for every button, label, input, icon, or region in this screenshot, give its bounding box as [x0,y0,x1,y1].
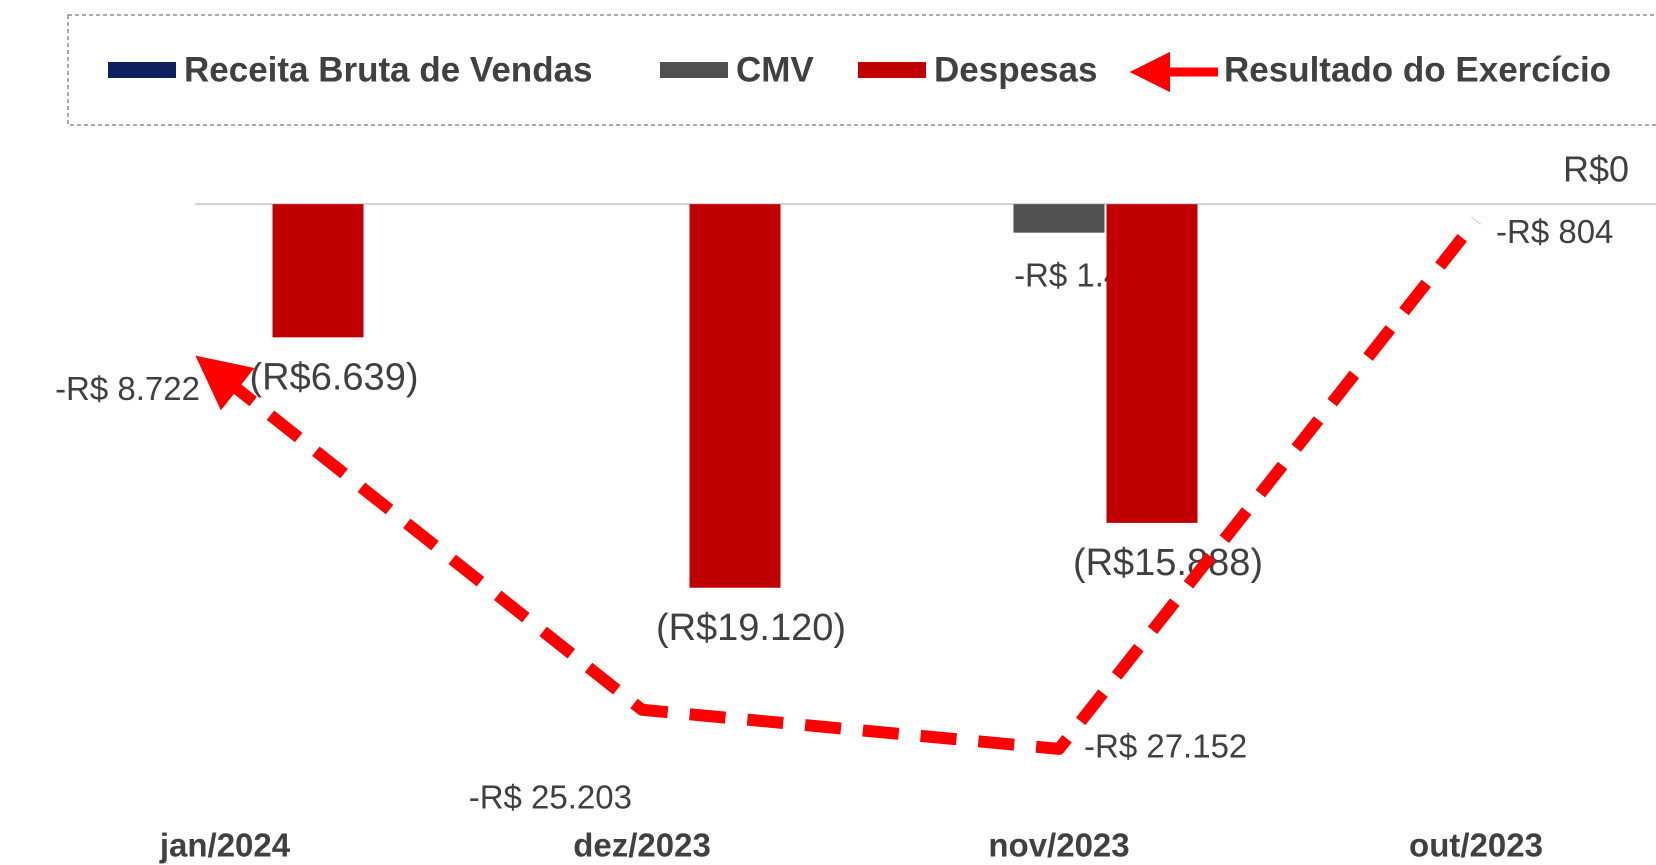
legend-label: Despesas [934,50,1097,89]
legend: Receita Bruta de Vendas CMV Despesas Result… [108,50,1611,93]
legend-label: Resultado do Exercício [1224,50,1611,89]
x-tick-label: nov/2023 [988,827,1129,864]
x-tick-label: jan/2024 [159,827,291,864]
x-tick-label: out/2023 [1409,827,1543,864]
legend-box [67,14,1656,126]
data-label: -R$ 25.203 [469,778,632,815]
legend-swatch [660,62,728,78]
legend-swatch [108,62,176,78]
legend-label: Receita Bruta de Vendas [184,50,593,89]
data-label: (R$15.888) [1073,542,1263,584]
bar [1106,204,1198,523]
line [195,216,1481,755]
data-label: (R$6.639) [250,356,419,398]
x-tick-label: dez/2023 [573,827,711,864]
data-label: (R$19.120) [656,607,846,649]
data-label: -R$ 804 [1496,213,1613,250]
bar [272,204,364,338]
data-label: -R$ 27.152 [1084,728,1247,765]
bar [1013,204,1105,233]
data-label: R$0 [1563,149,1629,190]
data-label: -R$ 8.722 [55,370,200,407]
bar [689,204,781,588]
legend-label: CMV [736,50,814,89]
legend-swatch [858,62,926,78]
